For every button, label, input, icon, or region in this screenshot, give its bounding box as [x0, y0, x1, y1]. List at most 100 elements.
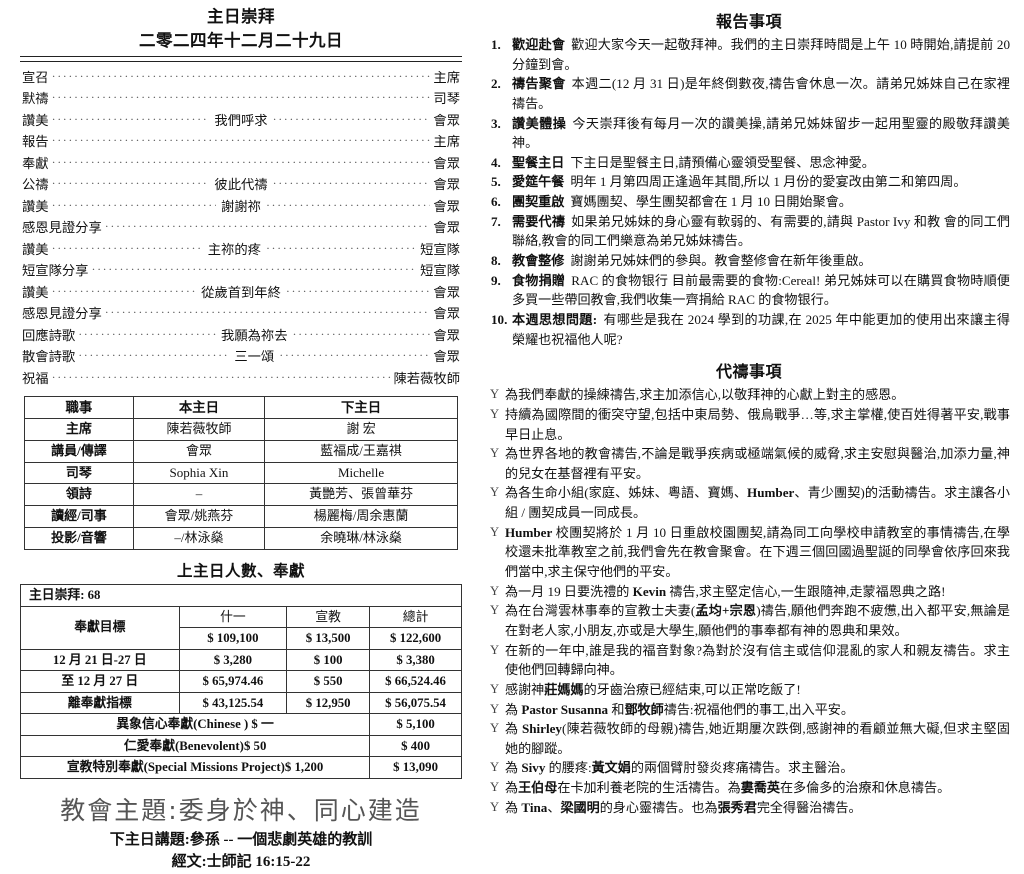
announcement-item: 8. 教會整修 謝謝弟兄姊妹們的參與。教會整修會在新年後重啟。 [488, 251, 1010, 271]
worship-responsible: 會眾 [433, 198, 460, 214]
announcement-body: 團契重啟 寶媽團契、學生團契都會在 1 月 10 日開始聚會。 [512, 192, 1010, 212]
order-of-worship-row: 讚美······································… [22, 110, 460, 132]
leader-dots: ········································… [285, 283, 431, 298]
announcement-body: 愛筵午餐 明年 1 月第四周正逢過年其間,所以 1 月份的愛宴改由第二和第四周。 [512, 172, 1010, 192]
goal-mission: $ 13,500 [286, 627, 371, 650]
leader-dots: ········································… [78, 326, 216, 341]
prayer-text: 為王伯母在卡加利養老院的生活禱告。為婁喬英在多倫多的治療和休息禱告。 [505, 780, 951, 796]
duty-this-week: – [132, 483, 266, 507]
table-row: 離奉獻指標 $ 43,125.54 $ 12,950 $ 56,075.54 [20, 691, 462, 715]
offering-col-total: 總計 [369, 605, 462, 629]
church-theme: 教會主題:委身於神、同心建造 [60, 795, 422, 825]
offering-period: 12 月 21 日-27 日 [20, 648, 180, 672]
goal-tithe: $ 109,100 [178, 627, 288, 650]
announcement-number: 5. [491, 174, 501, 190]
worship-responsible: 會眾 [433, 306, 460, 322]
worship-item: 宣召 [22, 69, 49, 85]
offering-amount: $ 100 [286, 648, 371, 672]
attendance-label: 主日崇拜: [29, 588, 85, 602]
announcement-text: 下主日是聖餐主日,請預備心靈領受聖餐、思念神愛。 [570, 154, 875, 170]
announcement-number: 8. [491, 253, 501, 269]
prayer-bullet-icon: Y [490, 603, 500, 618]
offering-amount: $ 65,974.46 [178, 670, 288, 693]
announcement-number: 1. [491, 37, 501, 52]
announcement-text: 今天崇拜後有每月一次的讚美操,請弟兄姊妹留步一起用聖靈的殿敬拜讚美神。 [512, 115, 1011, 151]
leader-dots: ········································… [51, 176, 210, 191]
order-of-worship-row: 默禱 ······································… [22, 88, 460, 110]
announcement-number: 3. [491, 115, 501, 131]
leader-dots: ········································… [91, 262, 418, 277]
duty-next-week: 楊麗梅/周余惠蘭 [264, 505, 458, 529]
duty-table: 職事 本主日 下主日 主席 陳若薇牧師謝 宏講員/傳譯 會眾 藍福成/王嘉祺 司琴 Sop… [24, 395, 458, 551]
announcement-heading: 食物捐贈 [512, 272, 566, 288]
special-offering-total: $ 400 [369, 734, 462, 758]
worship-responsible: 司琴 [433, 91, 460, 107]
duty-col-next-week: 下主日 [264, 395, 458, 419]
announcement-number: 2. [491, 76, 501, 92]
goal-total: $ 122,600 [369, 627, 462, 650]
leader-dots: ········································… [104, 219, 431, 234]
leader-dots: ········································… [51, 68, 431, 83]
leader-dots: ········································… [78, 348, 230, 363]
worship-responsible: 會眾 [433, 220, 460, 236]
announcement-heading: 教會整修 [512, 253, 565, 269]
leader-dots: ········································… [279, 348, 431, 363]
announcement-text: 謝謝弟兄姊妹們的參與。教會整修會在新年後重啟。 [570, 253, 872, 269]
offering-col-mission: 宣教 [286, 605, 371, 629]
page-title: 主日崇拜 [207, 7, 275, 26]
worship-item: 讚美 [22, 284, 49, 300]
prayer-item: Y 為世界各地的教會禱告,不論是戰爭疾病或極端氣候的威脅,求主安慰與醫治,加添力量… [488, 444, 1010, 483]
worship-item: 默禱 [22, 91, 49, 107]
announcement-text: 如果弟兄姊妹的身心靈有軟弱的、有需要的,請與 Pastor Ivy 和教 會的同… [512, 213, 1010, 249]
order-of-worship-row: 報告 ······································… [22, 131, 460, 153]
prayer-list: Y 為我們奉獻的操練禱告,求主加添信心,以敬拜神的心獻上對主的感恩。 Y 持續為國際間… [488, 385, 1010, 817]
worship-responsible: 會眾 [433, 155, 460, 171]
worship-item: 讚美 [22, 112, 49, 128]
leader-dots: ········································… [265, 240, 418, 255]
announcement-heading: 聖餐主日 [512, 154, 565, 170]
prayer-item: Y 感謝神莊媽媽的牙齒治療已經結束,可以正常吃飯了! [488, 680, 1010, 700]
prayer-item: Y 為 Pastor Susanna 和鄧牧師禱告:祝福他們的事工,出入平安。 [488, 700, 1010, 720]
worship-song: 主祢的疼 [207, 241, 261, 257]
duty-this-week: 陳若薇牧師 [132, 417, 266, 441]
table-row: 司琴 Sophia Xin Michelle [24, 461, 458, 485]
prayer-item: Y 為王伯母在卡加利養老院的生活禱告。為婁喬英在多倫多的治療和休息禱告。 [488, 778, 1010, 798]
service-date: 二零二四年十二月二十九日 [139, 30, 343, 50]
prayer-bullet-icon: Y [490, 446, 500, 461]
worship-item: 回應詩歌 [22, 327, 76, 343]
order-of-worship-row: 感恩見證分享 ··································… [22, 303, 460, 325]
leader-dots: ········································… [292, 326, 431, 341]
announcement-item: 7. 需要代禱 如果弟兄姊妹的身心靈有軟弱的、有需要的,請與 Pastor Ivy … [488, 212, 1010, 251]
announcement-item: 9. 食物捐贈 RAC 的食物银行 目前最需要的食物:Cereal! 弟兄姊妹可以在… [488, 271, 1010, 310]
prayer-bullet-icon: Y [490, 721, 500, 736]
table-row: 讀經/司事 會眾/姚燕芬 楊麗梅/周余惠蘭 [24, 505, 458, 529]
prayer-item: Y 為 Shirley(陳若薇牧師的母親)禱告,她近期屢次跌倒,感謝神的看顧並無大… [488, 719, 1010, 758]
prayer-bullet-icon: Y [490, 760, 500, 775]
leader-dots: ········································… [51, 90, 431, 105]
order-of-worship-row: 感恩見證分享 ··································… [22, 217, 460, 239]
prayer-item: Y 為一月 19 日要洗禮的 Kevin 禱告,求主堅定信心,一生跟隨神,走蒙福恩… [488, 582, 1010, 602]
right-column: 報告事項 1. 歡迎赴會 歡迎大家今天一起敬拜神。我們的主日崇拜時間是上午 10 時… [478, 0, 1024, 815]
worship-song: 我願為祢去 [221, 327, 288, 343]
announcement-number: 9. [491, 272, 501, 288]
offering-section-title: 上主日人數、奉獻 [176, 563, 305, 580]
duty-role: 講員/傳譯 [24, 439, 134, 463]
worship-item: 公禱 [22, 177, 49, 193]
duty-this-week: Sophia Xin [132, 461, 266, 485]
leader-dots: ········································… [51, 369, 391, 384]
worship-item: 散會詩歌 [22, 349, 76, 365]
offering-amount: $ 550 [286, 670, 371, 693]
worship-song: 三一頌 [234, 349, 275, 365]
announcement-item: 6. 團契重啟 寶媽團契、學生團契都會在 1 月 10 日開始聚會。 [488, 192, 1010, 212]
order-of-worship-row: 短宣隊分享 ···································… [22, 260, 460, 282]
worship-song: 從歲首到年終 [201, 284, 281, 300]
prayer-text: 感謝神莊媽媽的牙齒治療已經結束,可以正常吃飯了! [505, 681, 801, 697]
announcement-number: 10. [491, 311, 508, 327]
announcement-body: 聖餐主日 下主日是聖餐主日,請預備心靈領受聖餐、思念神愛。 [512, 153, 1010, 173]
prayer-text: 在新的一年中,誰是我的福音對象?為對於沒有信主或信仰混亂的家人和親友禱告。求主使… [505, 642, 1010, 678]
announcement-heading: 本週思想問題: [512, 311, 598, 327]
duty-next-week: 謝 宏 [264, 417, 458, 441]
announcement-text: 明年 1 月第四周正逢過年其間,所以 1 月份的愛宴改由第二和第四周。 [570, 174, 967, 190]
order-of-worship-row: 宣召 ······································… [22, 67, 460, 89]
announcement-body: 歡迎赴會 歡迎大家今天一起敬拜神。我們的主日崇拜時間是上午 10 時開始,請提前 … [512, 35, 1010, 74]
